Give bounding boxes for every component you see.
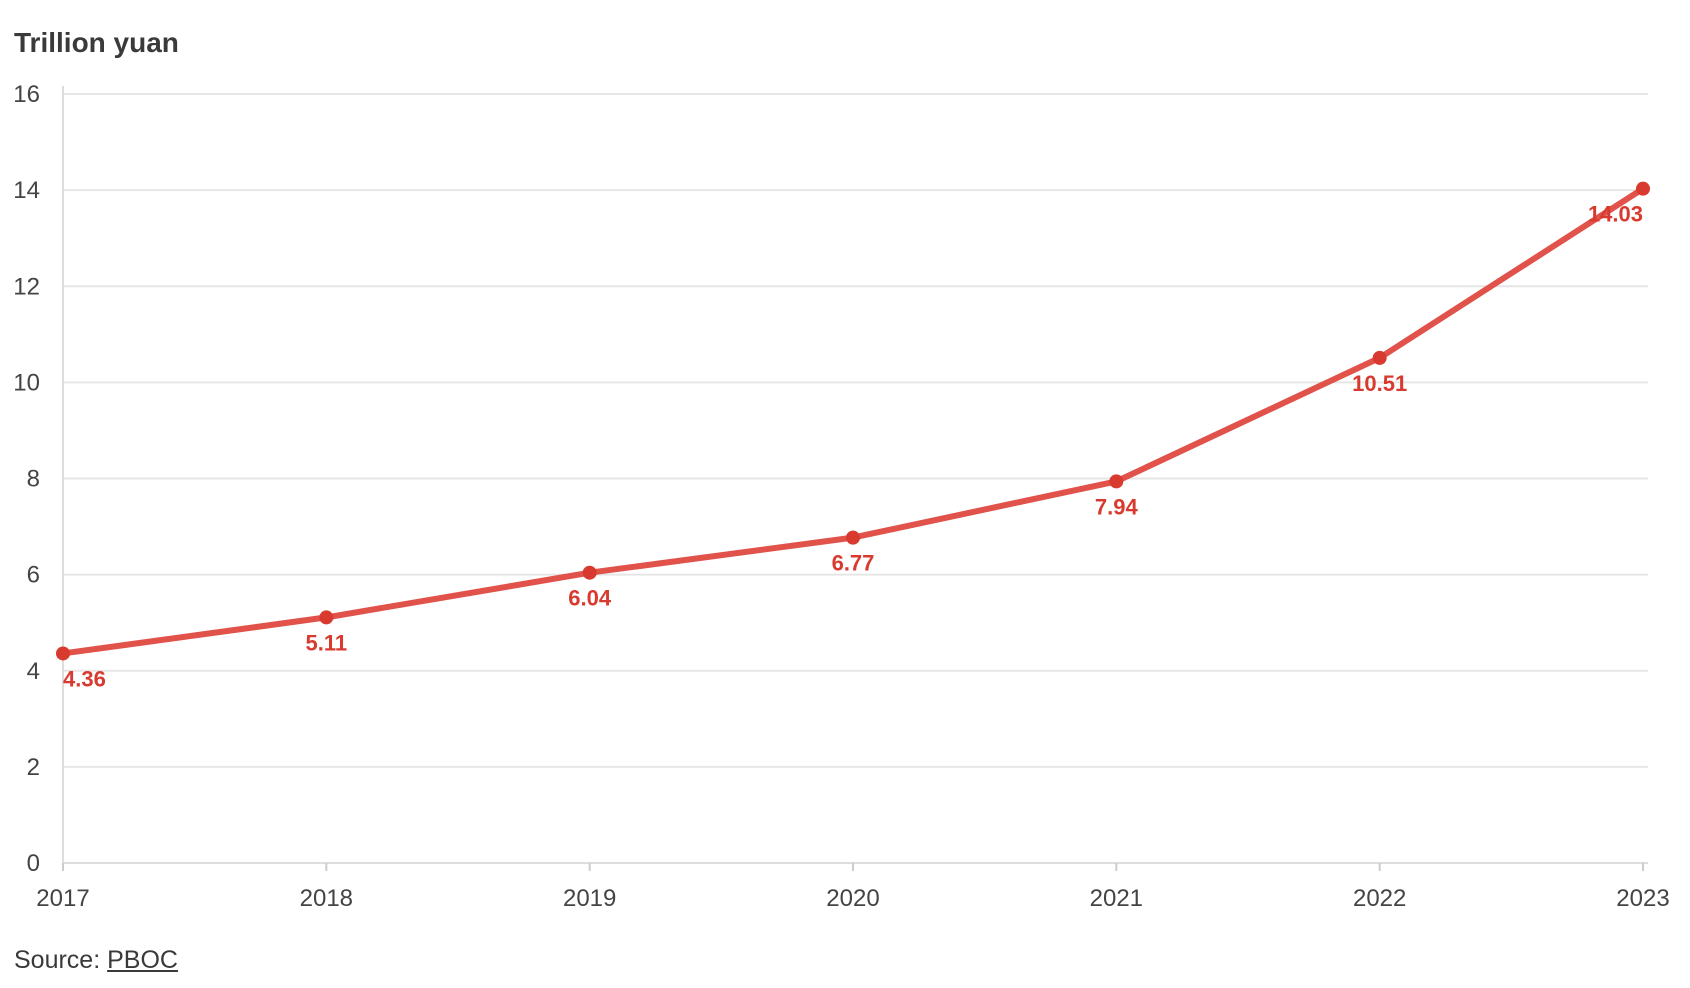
axes <box>62 86 1648 864</box>
data-point <box>846 530 860 545</box>
data-labels: 4.36 5.11 6.04 6.77 7.94 10.51 14.03 <box>63 202 1643 692</box>
data-label: 6.04 <box>568 586 612 611</box>
y-tick-label: 0 <box>27 850 40 877</box>
data-point <box>1109 474 1124 489</box>
x-tick-label: 2023 <box>1616 885 1669 912</box>
data-point <box>1636 181 1650 196</box>
x-axis-ticks: 2017 2018 2019 2020 2021 2022 2023 <box>36 863 1670 912</box>
data-label: 6.77 <box>832 551 875 576</box>
source-note: Source: PBOC <box>14 946 178 975</box>
y-tick-label: 14 <box>13 177 40 204</box>
x-tick-label: 2018 <box>300 885 353 912</box>
y-tick-label: 2 <box>27 754 40 781</box>
y-tick-label: 8 <box>27 466 40 493</box>
gridlines <box>63 93 1648 768</box>
x-tick-label: 2020 <box>826 885 879 912</box>
source-prefix: Source: <box>14 946 108 974</box>
series-line <box>60 185 1646 657</box>
data-point <box>582 565 597 580</box>
y-tick-label: 10 <box>13 369 40 396</box>
data-point <box>56 646 70 661</box>
data-point <box>319 610 334 625</box>
y-tick-label: 12 <box>13 273 40 300</box>
series-group <box>56 181 1650 661</box>
x-tick-label: 2019 <box>563 885 616 912</box>
y-tick-label: 4 <box>27 658 40 685</box>
data-point <box>1372 350 1387 365</box>
y-axis-unit-label: Trillion yuan <box>14 27 179 58</box>
y-tick-label: 16 <box>13 81 40 108</box>
x-tick-label: 2021 <box>1090 885 1143 912</box>
y-axis-ticks: 0 2 4 6 8 10 12 14 16 <box>13 81 40 877</box>
source-link[interactable]: PBOC <box>107 946 178 974</box>
x-tick-label: 2017 <box>36 885 89 912</box>
data-label: 10.51 <box>1352 371 1407 396</box>
data-label: 4.36 <box>63 666 106 691</box>
data-label: 5.11 <box>306 630 348 655</box>
data-label: 7.94 <box>1095 494 1139 519</box>
x-tick-label: 2022 <box>1353 885 1406 912</box>
data-label: 14.03 <box>1588 202 1643 227</box>
y-tick-label: 6 <box>27 562 40 589</box>
